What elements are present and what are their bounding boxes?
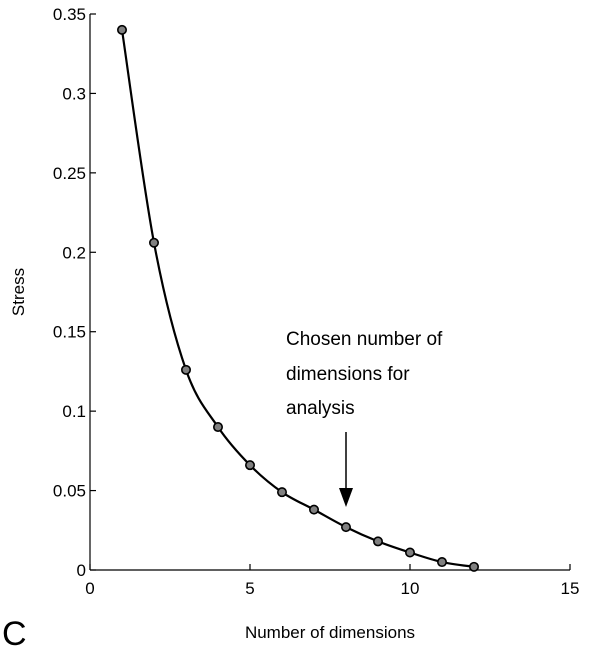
y-tick-label: 0.35 bbox=[53, 5, 86, 24]
y-axis-title: Stress bbox=[9, 268, 28, 316]
data-point bbox=[117, 24, 128, 35]
y-tick-label: 0.25 bbox=[53, 164, 86, 183]
data-point bbox=[245, 460, 256, 471]
x-tick-label: 15 bbox=[561, 579, 580, 598]
data-point bbox=[149, 237, 160, 248]
x-tick-label: 5 bbox=[245, 579, 254, 598]
data-point bbox=[372, 536, 383, 547]
panel-label: C bbox=[2, 615, 27, 648]
y-tick-label: 0.2 bbox=[62, 243, 86, 262]
y-tick-label: 0.05 bbox=[53, 482, 86, 501]
x-axis-title: Number of dimensions bbox=[245, 623, 415, 642]
x-tick-label: 0 bbox=[85, 579, 94, 598]
data-point bbox=[404, 547, 415, 558]
y-tick-label: 0.1 bbox=[62, 402, 86, 421]
y-tick-label: 0.3 bbox=[62, 84, 86, 103]
data-points bbox=[117, 24, 479, 572]
data-point bbox=[340, 522, 351, 533]
x-ticks: 0 5 10 15 bbox=[85, 564, 579, 598]
data-point bbox=[436, 557, 447, 568]
data-point bbox=[213, 422, 224, 433]
annotation-line-2: dimensions for bbox=[286, 364, 410, 385]
annotation-arrow-head bbox=[339, 488, 353, 507]
y-tick-label: 0 bbox=[77, 561, 86, 580]
x-tick-label: 10 bbox=[401, 579, 420, 598]
data-point bbox=[468, 561, 479, 572]
data-point bbox=[308, 504, 319, 515]
axes bbox=[89, 14, 570, 571]
data-point bbox=[181, 364, 192, 375]
series-line bbox=[120, 29, 475, 568]
annotation-line-3: analysis bbox=[286, 398, 355, 419]
annotation: Chosen number of dimensions for analysis bbox=[286, 329, 443, 507]
annotation-line-1: Chosen number of bbox=[286, 329, 443, 350]
y-tick-label: 0.15 bbox=[53, 323, 86, 342]
data-point bbox=[276, 487, 287, 498]
y-ticks: 0 0.05 0.1 0.15 0.2 0.25 0.3 0.35 bbox=[53, 5, 96, 580]
